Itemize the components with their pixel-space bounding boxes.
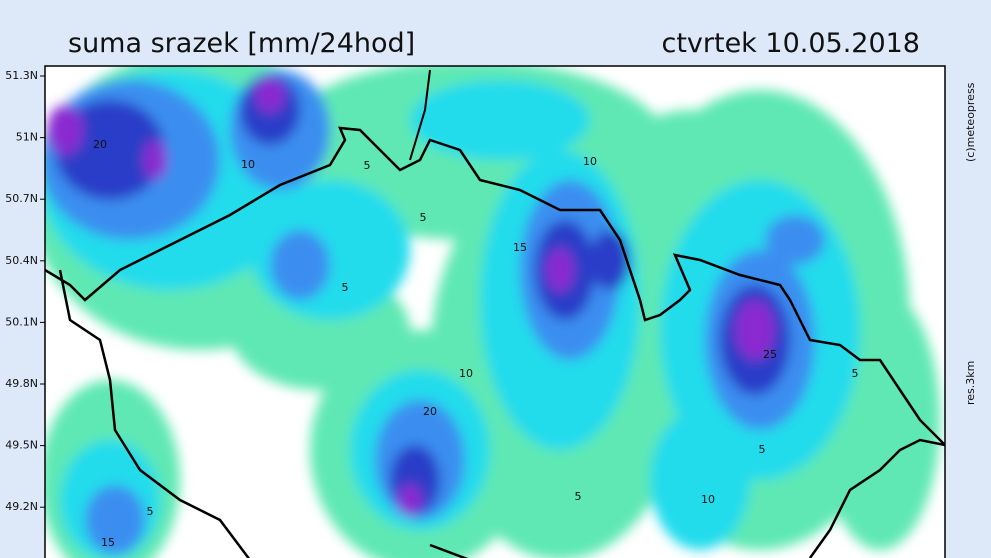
latitude-label: 51.3N: [5, 69, 38, 82]
contour-label: 5: [852, 367, 859, 380]
country-border: [45, 126, 945, 446]
contour-label: 5: [147, 505, 154, 518]
country-border: [808, 438, 945, 558]
map-title: suma srazek [mm/24hod]: [68, 28, 415, 59]
contour-label: 5: [420, 211, 427, 224]
contour-label: 10: [459, 367, 473, 380]
copyright: (c)meteopress: [964, 82, 977, 162]
country-border: [58, 269, 251, 558]
latitude-label: 50.1N: [5, 315, 38, 328]
contour-label: 20: [93, 138, 107, 151]
contour-label: 25: [763, 348, 777, 361]
contour-label: 5: [759, 443, 766, 456]
latitude-label: 49.2N: [5, 500, 38, 513]
country-border: [409, 69, 431, 161]
contour-label: 5: [342, 281, 349, 294]
map-frame: [44, 65, 946, 558]
latitude-label: 51N: [16, 131, 38, 144]
contour-label: 15: [101, 536, 115, 549]
resolution: res.3km: [964, 361, 977, 405]
contour-label: 10: [241, 158, 255, 171]
latitude-label: 49.5N: [5, 439, 38, 452]
latitude-label: 49.8N: [5, 377, 38, 390]
contour-label: 20: [423, 405, 437, 418]
contour-label: 5: [364, 159, 371, 172]
contour-labels: 20 10 5 5 15 10 5 10 20 5 10 5 15 5 25 5: [93, 138, 859, 549]
contour-label: 5: [575, 490, 582, 503]
precipitation-field: 20 10 5 5 15 10 5 10 20 5 10 5 15 5 25 5: [45, 66, 945, 558]
contour-label: 15: [513, 241, 527, 254]
contour-label: 10: [583, 155, 597, 168]
latitude-label: 50.7N: [5, 192, 38, 205]
contour-label: 10: [701, 493, 715, 506]
latitude-label: 50.4N: [5, 254, 38, 267]
latitude-axis: 51.3N 51N 50.7N 50.4N 50.1N 49.8N 49.5N 49.2N: [5, 69, 45, 513]
map-date: ctvrtek 10.05.2018: [661, 28, 920, 59]
